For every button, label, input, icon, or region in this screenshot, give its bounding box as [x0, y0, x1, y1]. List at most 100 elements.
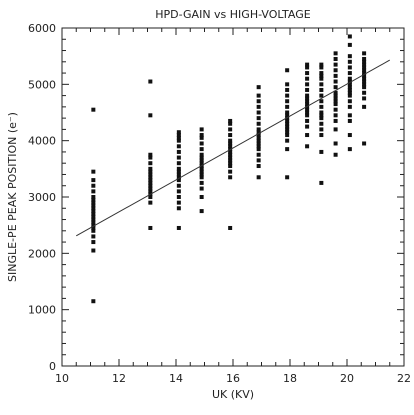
data-point — [319, 104, 324, 109]
data-point — [176, 135, 181, 140]
data-point — [91, 240, 96, 245]
data-point — [228, 169, 233, 174]
data-point — [333, 152, 338, 157]
data-point — [176, 195, 181, 199]
data-point — [347, 99, 352, 104]
data-point — [333, 102, 338, 107]
data-point — [347, 82, 352, 87]
data-point — [148, 152, 153, 157]
data-point — [319, 121, 324, 126]
data-point — [285, 104, 290, 109]
data-point — [319, 62, 324, 67]
data-point — [285, 138, 290, 143]
data-point — [362, 51, 367, 56]
data-point — [347, 71, 352, 76]
data-point — [362, 71, 367, 76]
data-point — [91, 228, 96, 233]
data-point — [362, 79, 367, 84]
data-point — [319, 127, 324, 132]
y-tick-label: 5000 — [28, 78, 56, 91]
data-point — [285, 87, 290, 92]
data-point — [333, 85, 338, 90]
data-point — [176, 200, 181, 205]
data-point — [91, 206, 96, 211]
data-point — [91, 200, 96, 205]
data-point — [319, 93, 324, 98]
data-point — [285, 82, 290, 87]
data-point — [176, 138, 181, 143]
data-point — [285, 175, 290, 180]
data-point — [148, 175, 153, 180]
data-point — [285, 121, 290, 126]
plot-frame — [61, 27, 405, 367]
data-point — [347, 34, 352, 39]
data-point — [319, 76, 324, 81]
fit-line — [76, 59, 390, 237]
data-point — [362, 85, 367, 90]
data-point — [176, 178, 181, 183]
data-point — [305, 133, 310, 138]
tick-labels: 10 12 14 16 18 20 22 0 1000 2000 3000 4000 5000 6000 — [28, 22, 411, 385]
data-point — [176, 225, 181, 230]
data-point — [228, 161, 233, 166]
data-point — [148, 186, 153, 191]
data-point — [91, 209, 96, 214]
data-point — [347, 54, 352, 59]
data-point — [256, 138, 261, 143]
data-point — [228, 155, 233, 160]
data-point — [305, 113, 310, 118]
data-point — [333, 127, 338, 132]
data-point — [148, 200, 153, 205]
y-tick-label: 1000 — [28, 304, 56, 317]
data-point — [305, 87, 310, 92]
data-point — [228, 158, 233, 163]
data-point — [176, 149, 181, 154]
data-point — [362, 56, 367, 61]
data-point — [176, 144, 181, 149]
data-point — [285, 118, 290, 123]
data-point — [228, 164, 233, 169]
data-point — [176, 183, 181, 188]
data-point — [91, 299, 96, 304]
data-point — [285, 133, 290, 138]
data-point — [319, 65, 324, 70]
data-point — [305, 65, 310, 70]
x-tick-label: 12 — [112, 372, 126, 385]
data-point — [333, 93, 338, 98]
data-point — [347, 113, 352, 118]
data-point — [256, 147, 261, 152]
data-point — [347, 76, 352, 81]
data-point — [256, 158, 261, 163]
data-point — [199, 166, 204, 171]
y-tick-label: 4000 — [28, 135, 56, 148]
data-point — [285, 130, 290, 135]
x-tick-label: 10 — [55, 372, 69, 385]
x-tick-label: 22 — [397, 372, 411, 385]
data-point — [319, 110, 324, 115]
data-point — [305, 118, 310, 123]
data-point — [91, 183, 96, 188]
data-point — [176, 169, 181, 174]
data-point — [91, 220, 96, 225]
data-point — [228, 121, 233, 126]
data-point — [228, 144, 233, 149]
data-point — [319, 113, 324, 118]
data-point — [285, 99, 290, 104]
data-point — [347, 90, 352, 95]
data-point — [199, 155, 204, 160]
data-point — [319, 99, 324, 104]
y-tick-label: 2000 — [28, 247, 56, 260]
x-axis-title: UK (KV) — [212, 388, 254, 401]
data-point — [333, 141, 338, 146]
data-point — [256, 104, 261, 109]
data-point — [362, 73, 367, 78]
data-point — [228, 141, 233, 146]
data-point — [148, 178, 153, 183]
chart-title: HPD-GAIN vs HIGH-VOLTAGE — [155, 8, 310, 21]
data-points — [91, 34, 367, 304]
data-point — [333, 99, 338, 104]
data-point — [285, 127, 290, 132]
data-point — [91, 217, 96, 222]
data-point — [305, 124, 310, 129]
data-point — [347, 42, 352, 47]
